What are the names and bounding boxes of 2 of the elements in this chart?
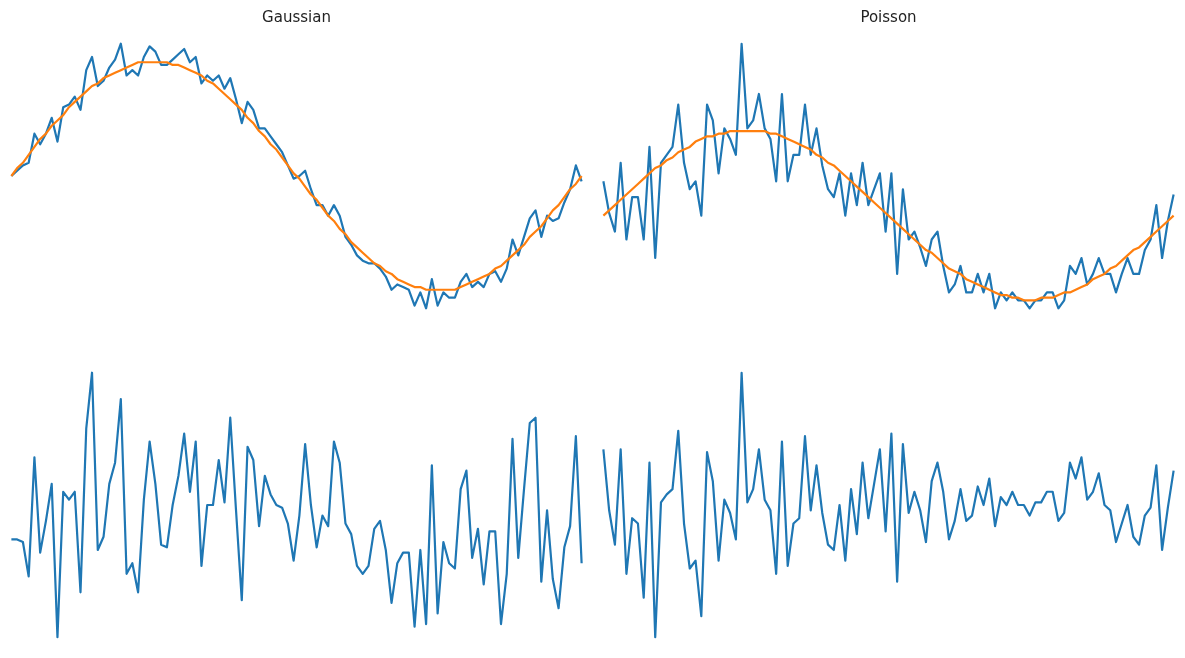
chart-title: Gaussian	[262, 7, 331, 26]
chart-title: Poisson	[860, 7, 917, 26]
